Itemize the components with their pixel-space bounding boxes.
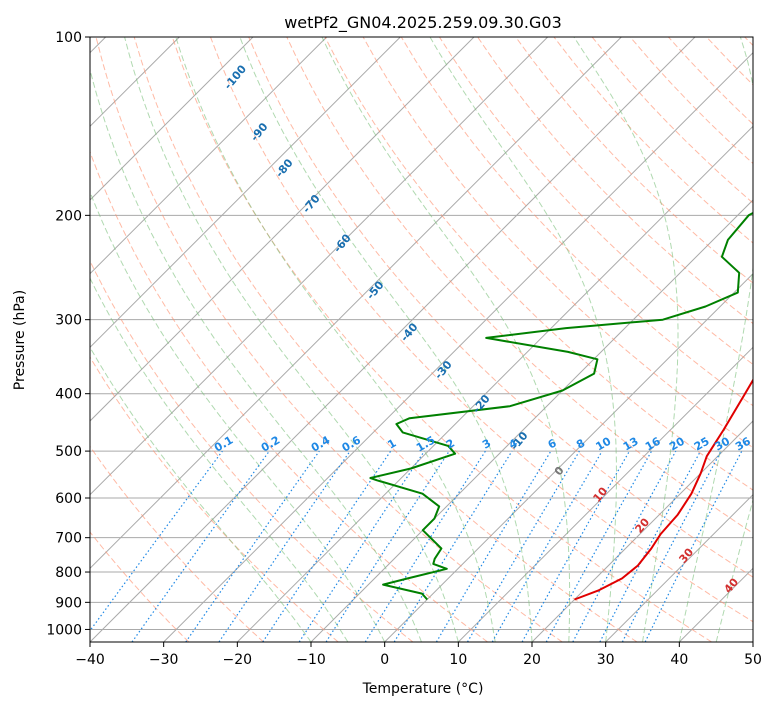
x-tick-label: 50 [744, 652, 762, 668]
y-tick-label: 600 [55, 491, 82, 507]
x-tick-label: −40 [75, 652, 105, 668]
x-tick-label: 40 [670, 652, 688, 668]
x-tick-label: 30 [597, 652, 615, 668]
x-axis-label: Temperature (°C) [362, 681, 484, 697]
x-tick-label: 10 [449, 652, 467, 668]
y-tick-label: 500 [55, 444, 82, 460]
x-tick-label: −10 [296, 652, 326, 668]
y-axis-label: Pressure (hPa) [12, 290, 28, 390]
x-tick-label: −20 [223, 652, 253, 668]
x-tick-label: −30 [149, 652, 179, 668]
y-tick-label: 300 [55, 313, 82, 329]
y-tick-label: 100 [55, 30, 82, 46]
y-tick-label: 1000 [46, 622, 82, 638]
y-tick-label: 400 [55, 387, 82, 403]
y-tick-label: 200 [55, 208, 82, 224]
x-tick-label: 0 [380, 652, 389, 668]
chart-title: wetPf2_GN04.2025.259.09.30.G03 [284, 13, 562, 33]
x-tick-label: 20 [523, 652, 541, 668]
y-tick-label: 800 [55, 565, 82, 581]
y-tick-label: 900 [55, 595, 82, 611]
y-tick-label: 700 [55, 531, 82, 547]
